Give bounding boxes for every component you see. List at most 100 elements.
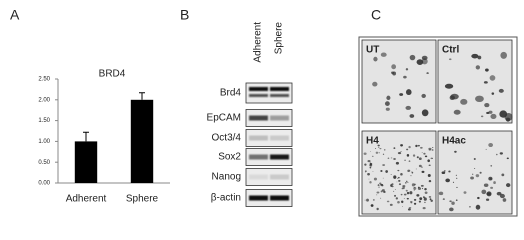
colony: [372, 171, 374, 173]
colony: [417, 144, 421, 147]
colony: [386, 200, 390, 203]
colony: [369, 166, 372, 169]
colony: [490, 165, 493, 167]
figure: A B C BRD4 0.00 0.50 1.00 1.50 2.00 2.50 Adher…: [10, 7, 518, 217]
blot-box: [245, 148, 293, 166]
colony: [418, 200, 421, 203]
colony-image: [437, 130, 513, 215]
colony: [449, 95, 455, 101]
colony: [397, 169, 400, 172]
colony: [406, 197, 409, 200]
blot-band: [249, 154, 268, 160]
colony: [397, 176, 400, 179]
colony: [407, 181, 409, 183]
colony: [382, 153, 385, 155]
colony: [376, 191, 380, 194]
colony: [442, 198, 445, 200]
y-tick-label: 0.50: [38, 160, 50, 166]
colony: [410, 175, 412, 177]
colony: [477, 196, 480, 200]
colony: [475, 174, 480, 178]
colony: [422, 196, 425, 199]
colony: [499, 152, 503, 155]
row-label: β-actin: [211, 193, 241, 204]
colony: [501, 173, 505, 177]
colony: [463, 191, 467, 194]
colony: [377, 184, 380, 186]
colony: [400, 193, 403, 196]
colony: [373, 177, 377, 181]
colony: [408, 145, 411, 149]
colony: [421, 58, 428, 65]
colony: [499, 110, 508, 118]
colony: [424, 201, 426, 204]
blot-box: [245, 129, 293, 147]
colony: [409, 54, 416, 61]
colony: [413, 202, 417, 205]
colony: [368, 178, 370, 180]
colony: [406, 191, 410, 195]
blot-band: [249, 135, 268, 141]
colony: [405, 68, 409, 71]
colony: [387, 157, 390, 159]
colony: [491, 92, 495, 95]
colony: [412, 154, 416, 157]
colony: [370, 151, 372, 152]
colony: [409, 191, 413, 195]
colony: [407, 208, 411, 211]
image-label: H4: [366, 136, 379, 147]
colony: [431, 146, 434, 148]
colony: [378, 152, 380, 154]
colony: [428, 196, 432, 198]
colony: [396, 181, 398, 183]
colony: [424, 191, 428, 194]
colony: [372, 81, 378, 87]
row-label: Sox2: [218, 152, 241, 163]
colony: [418, 157, 422, 160]
colony: [484, 103, 490, 108]
colony: [377, 146, 380, 148]
colony: [385, 170, 388, 173]
row-label: Nanog: [212, 172, 241, 183]
colony: [496, 191, 502, 196]
colony: [498, 88, 504, 93]
colony: [391, 64, 397, 70]
colony: [407, 171, 409, 173]
x-tick-label: Sphere: [126, 194, 159, 205]
colony: [449, 200, 452, 203]
colony: [403, 75, 407, 79]
colony: [409, 201, 413, 203]
colony: [454, 150, 457, 153]
y-tick-label: 2.50: [38, 77, 50, 83]
column-label: Sphere: [274, 22, 285, 55]
chart-title: BRD4: [99, 69, 126, 80]
y-tick-label: 2.00: [38, 97, 50, 103]
colony: [376, 207, 379, 211]
image-label: Ctrl: [442, 45, 459, 56]
colony: [383, 149, 386, 151]
colony: [391, 185, 394, 188]
colony: [390, 157, 393, 159]
colony: [369, 180, 372, 184]
colony: [477, 55, 482, 60]
colony: [420, 146, 423, 149]
colony: [400, 172, 403, 176]
colony: [379, 182, 382, 185]
colony: [456, 186, 458, 188]
colony: [490, 113, 497, 119]
y-tick-label: 0.00: [38, 181, 50, 187]
y-tick-label: 1.50: [38, 118, 50, 124]
colony: [395, 197, 398, 200]
blot-band: [270, 115, 289, 121]
colony: [474, 167, 476, 169]
colony: [413, 186, 417, 190]
colony: [366, 198, 369, 202]
colony: [460, 98, 468, 105]
colony: [475, 204, 481, 210]
colony: [505, 117, 511, 122]
colony: [386, 95, 391, 101]
colony: [370, 204, 374, 207]
colony: [481, 189, 487, 195]
colony: [394, 194, 397, 197]
colony: [418, 164, 422, 168]
